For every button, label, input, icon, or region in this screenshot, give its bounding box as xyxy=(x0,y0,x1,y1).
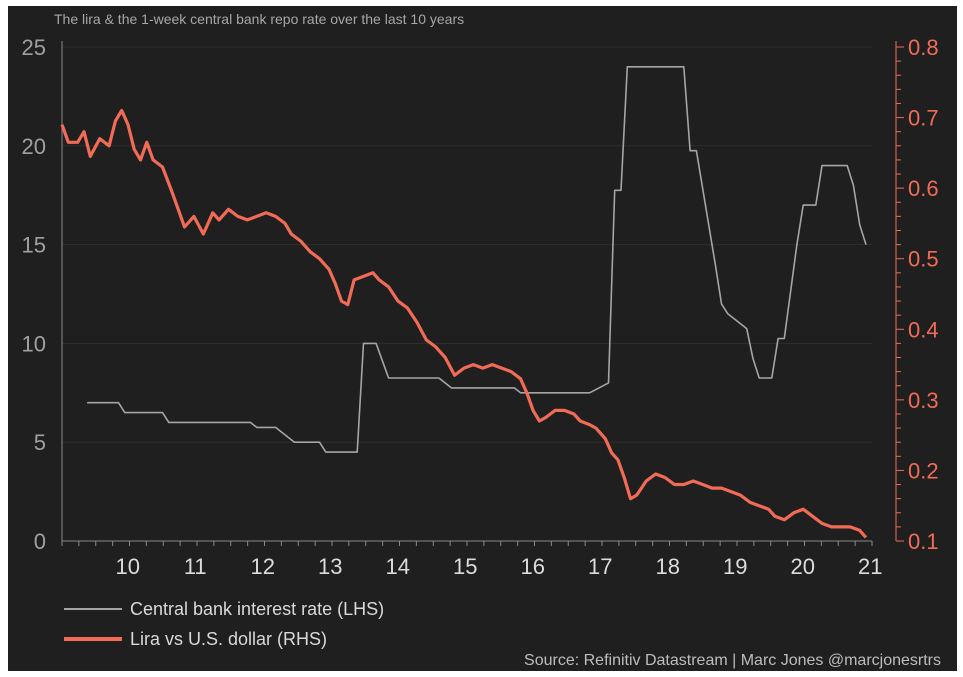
legend-label-lira: Lira vs U.S. dollar (RHS) xyxy=(130,628,328,649)
source-note: Source: Refinitiv Datastream | Marc Jone… xyxy=(524,652,941,669)
y-right-tick-label: 0.6 xyxy=(908,176,939,201)
series-line-lira xyxy=(60,108,868,539)
legend-swatch-rate xyxy=(64,608,122,610)
x-tick-label: 11 xyxy=(184,554,207,579)
x-tick-label: 15 xyxy=(453,554,477,579)
y-right-tick-label: 0.2 xyxy=(908,458,939,483)
x-tick-label: 19 xyxy=(723,554,747,579)
x-tick-label: 16 xyxy=(521,554,545,579)
legend-item-rate: Central bank interest rate (LHS) xyxy=(64,594,384,624)
legend-label-rate: Central bank interest rate (LHS) xyxy=(130,598,385,619)
y-right-tick-label: 0.5 xyxy=(908,247,939,272)
series-line-rate xyxy=(87,66,867,453)
legend-item-lira: Lira vs U.S. dollar (RHS) xyxy=(64,624,384,654)
y-left-tick-label: 10 xyxy=(22,331,46,356)
x-tick-label: 12 xyxy=(251,554,275,579)
x-tick-label: 13 xyxy=(318,554,342,579)
y-right-tick-label: 0.8 xyxy=(908,35,939,60)
y-left-tick-label: 15 xyxy=(22,233,46,258)
y-right-tick-label: 0.4 xyxy=(908,317,939,342)
y-right-tick-label: 0.3 xyxy=(908,388,939,413)
y-right-tick-label: 0.1 xyxy=(908,529,939,554)
legend: Central bank interest rate (LHS) Lira vs… xyxy=(64,594,384,654)
x-tick-label: 10 xyxy=(116,554,140,579)
x-tick-label: 21 xyxy=(858,554,882,579)
x-tick-label: 20 xyxy=(791,554,815,579)
x-tick-label: 14 xyxy=(386,554,410,579)
legend-swatch-lira xyxy=(64,637,122,641)
y-left-tick-label: 0 xyxy=(34,529,46,554)
y-left-tick-label: 25 xyxy=(22,35,46,60)
chart-panel xyxy=(8,6,957,671)
y-left-tick-label: 20 xyxy=(22,134,46,159)
y-right-tick-label: 0.7 xyxy=(908,106,939,131)
x-tick-label: 17 xyxy=(588,554,612,579)
chart-title: The lira & the 1-week central bank repo … xyxy=(54,11,465,27)
y-left-tick-label: 5 xyxy=(34,430,46,455)
x-tick-label: 18 xyxy=(656,554,680,579)
